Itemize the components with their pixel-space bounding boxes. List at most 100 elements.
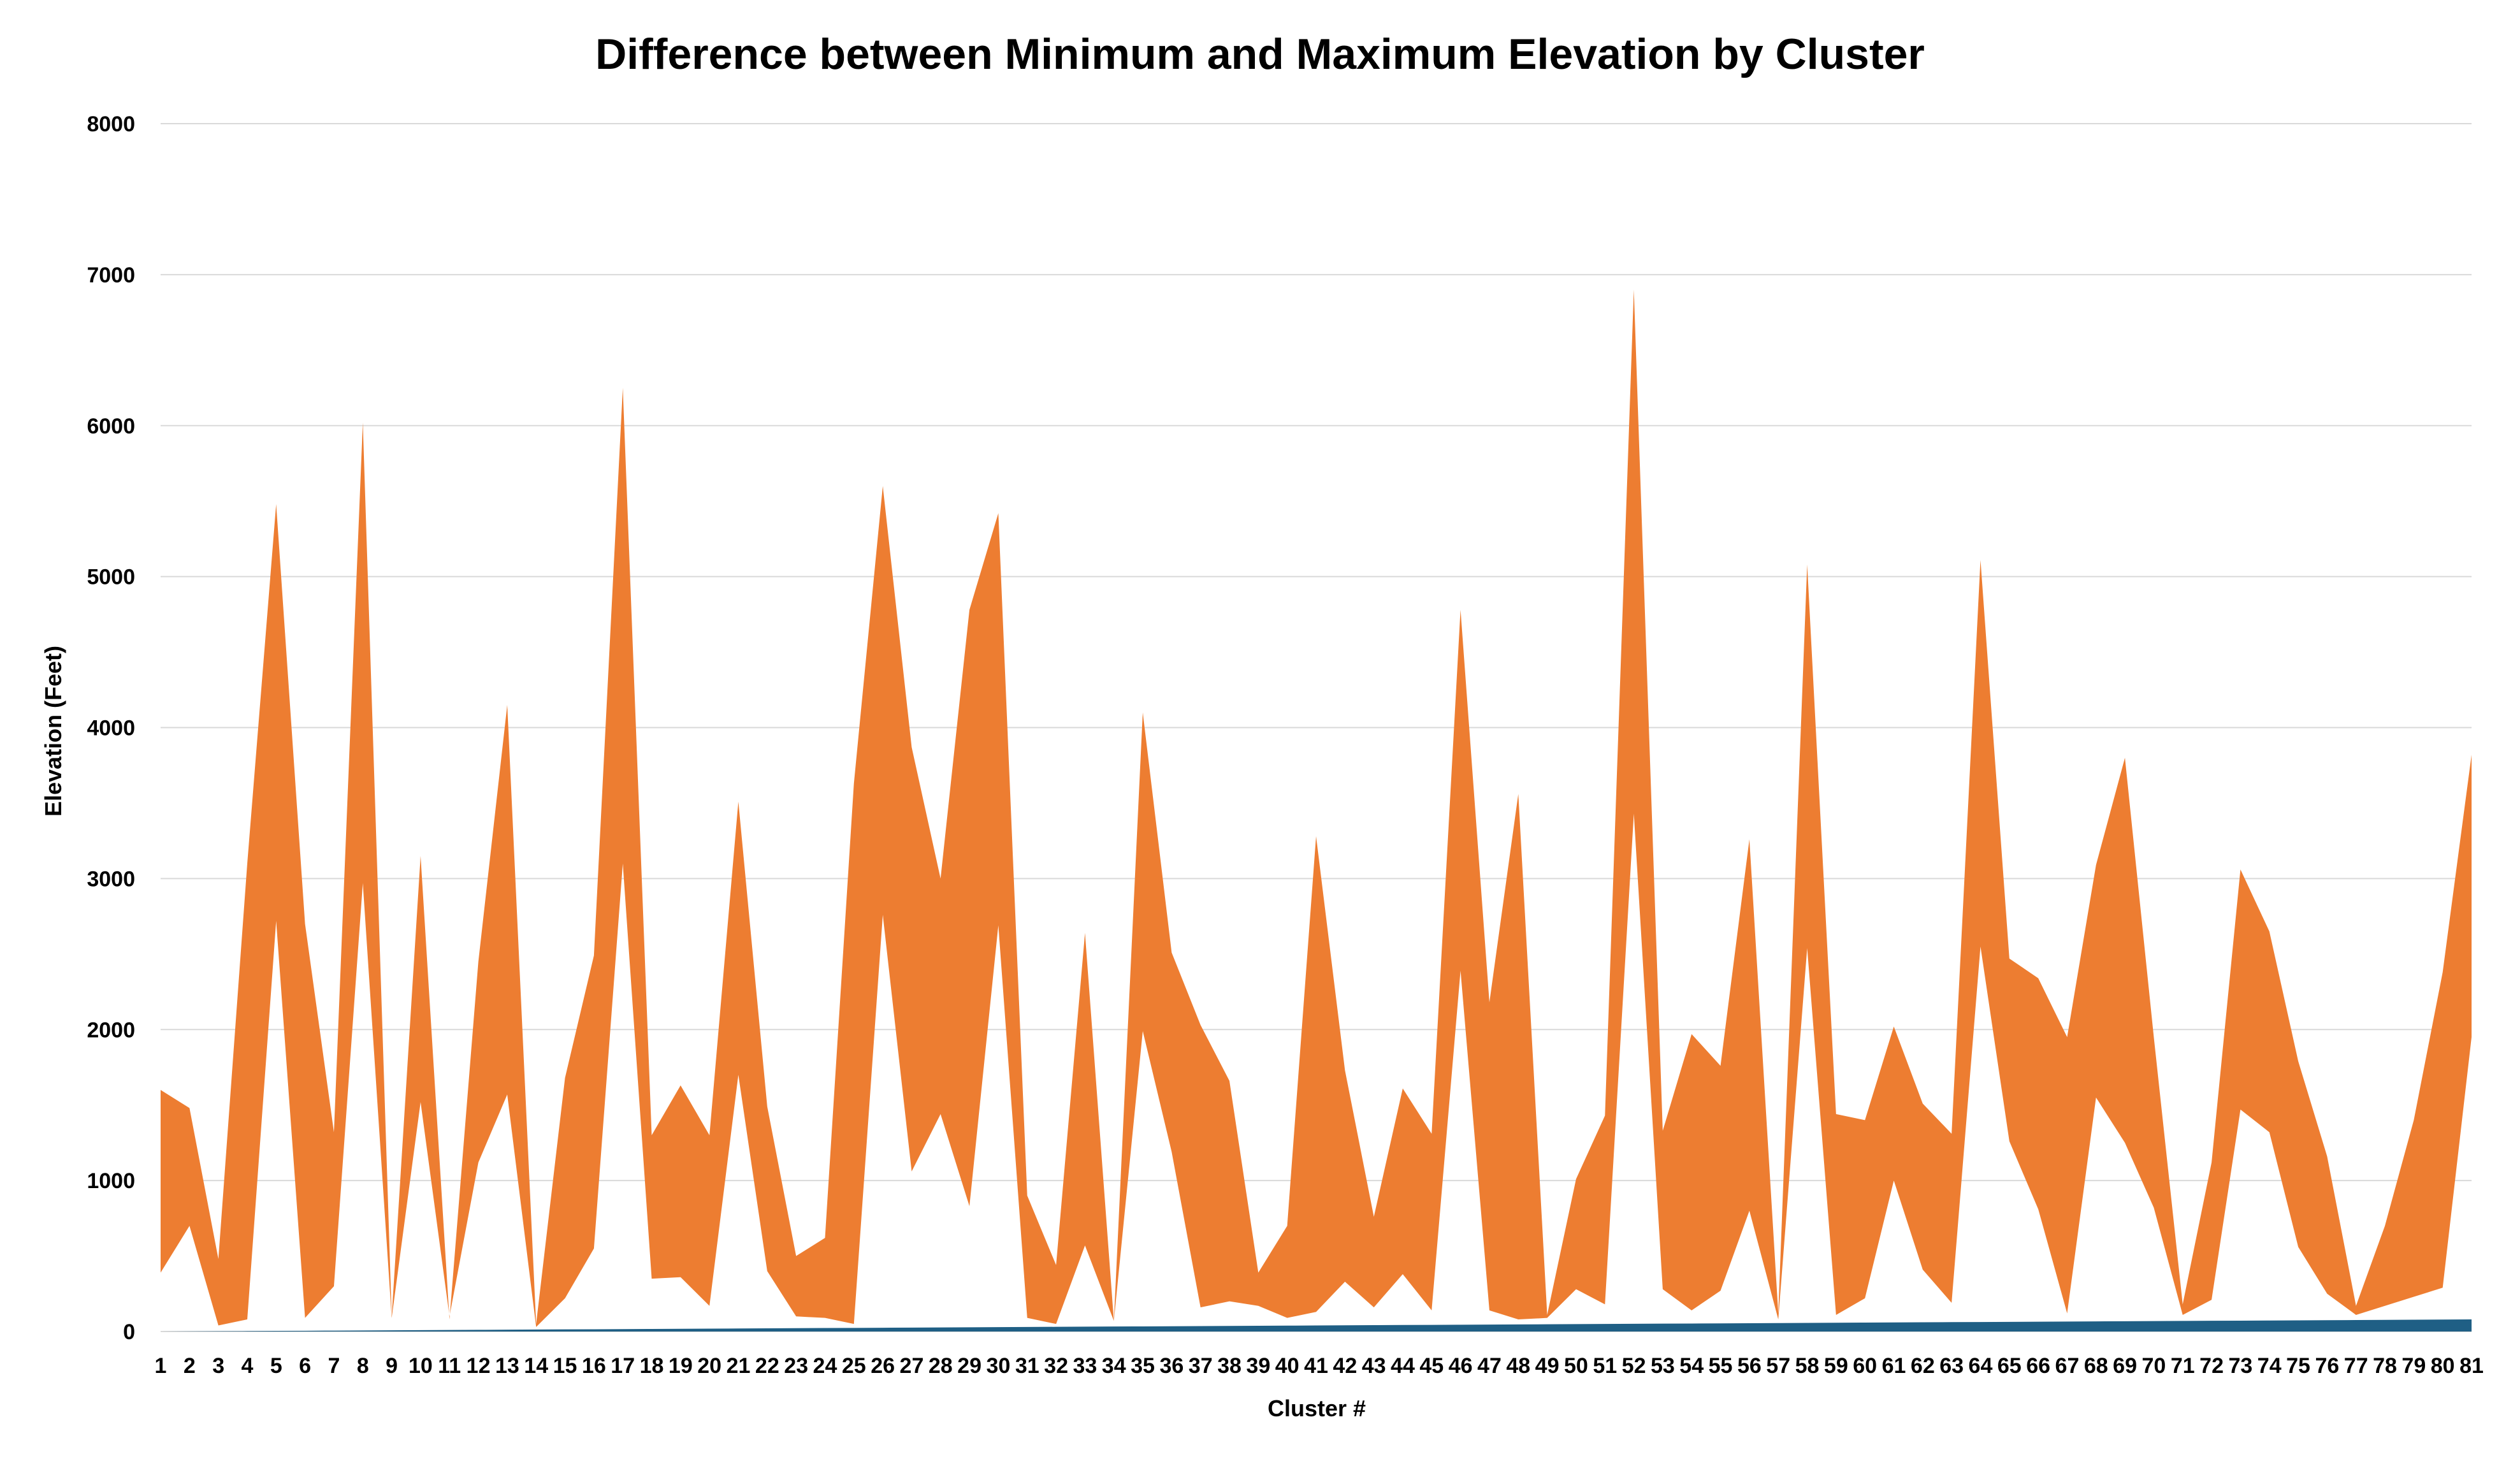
x-tick-label: 8 <box>357 1354 369 1378</box>
y-axis-title: Elevation (Feet) <box>40 646 66 816</box>
x-tick-label: 29 <box>957 1354 981 1378</box>
x-tick-label: 22 <box>755 1354 779 1378</box>
x-tick-label: 73 <box>2228 1354 2252 1378</box>
x-tick-label: 2 <box>184 1354 196 1378</box>
x-tick-label: 7 <box>328 1354 340 1378</box>
x-tick-label: 74 <box>2257 1354 2282 1378</box>
x-tick-label: 41 <box>1304 1354 1328 1378</box>
x-tick-label: 18 <box>640 1354 664 1378</box>
x-tick-label: 34 <box>1102 1354 1126 1378</box>
x-tick-label: 1 <box>155 1354 167 1378</box>
y-tick-label: 4000 <box>87 716 135 741</box>
x-tick-label: 55 <box>1709 1354 1733 1378</box>
x-tick-label: 30 <box>987 1354 1011 1378</box>
x-tick-label: 70 <box>2142 1354 2166 1378</box>
chart-title: Difference between Minimum and Maximum E… <box>595 30 1925 78</box>
y-tick-label: 7000 <box>87 263 135 287</box>
x-tick-label: 14 <box>524 1354 548 1378</box>
x-tick-label: 21 <box>727 1354 751 1378</box>
x-tick-label: 58 <box>1795 1354 1820 1378</box>
x-tick-label: 81 <box>2459 1354 2484 1378</box>
x-tick-label: 75 <box>2286 1354 2310 1378</box>
x-tick-label: 71 <box>2171 1354 2195 1378</box>
x-tick-label: 33 <box>1073 1354 1097 1378</box>
x-tick-label: 54 <box>1679 1354 1704 1378</box>
x-tick-label: 13 <box>495 1354 519 1378</box>
x-tick-label: 48 <box>1506 1354 1530 1378</box>
y-tick-label: 0 <box>123 1320 135 1344</box>
y-tick-label: 6000 <box>87 414 135 439</box>
x-tick-label: 65 <box>1997 1354 2022 1378</box>
x-tick-label: 45 <box>1419 1354 1444 1378</box>
x-tick-label: 40 <box>1275 1354 1300 1378</box>
x-tick-label: 12 <box>467 1354 491 1378</box>
x-tick-label: 46 <box>1449 1354 1473 1378</box>
x-tick-label: 16 <box>582 1354 606 1378</box>
x-tick-label: 64 <box>1969 1354 1993 1378</box>
x-tick-label: 63 <box>1939 1354 1964 1378</box>
x-tick-label: 23 <box>784 1354 808 1378</box>
base-area <box>161 1319 2472 1332</box>
x-tick-label: 36 <box>1159 1354 1184 1378</box>
x-tick-label: 66 <box>2026 1354 2050 1378</box>
x-tick-label: 27 <box>900 1354 924 1378</box>
x-tick-label: 44 <box>1391 1354 1415 1378</box>
x-tick-label: 6 <box>299 1354 311 1378</box>
y-tick-label: 2000 <box>87 1018 135 1042</box>
x-tick-label: 67 <box>2055 1354 2080 1378</box>
x-tick-label: 32 <box>1044 1354 1068 1378</box>
x-tick-label: 5 <box>270 1354 282 1378</box>
x-tick-label: 9 <box>386 1354 398 1378</box>
gridlines <box>161 123 2472 1332</box>
y-tick-label: 3000 <box>87 867 135 891</box>
x-tick-label: 20 <box>697 1354 721 1378</box>
x-tick-label: 24 <box>813 1354 837 1378</box>
x-tick-label: 56 <box>1737 1354 1762 1378</box>
x-tick-label: 72 <box>2199 1354 2224 1378</box>
x-tick-label: 76 <box>2315 1354 2339 1378</box>
x-tick-label: 50 <box>1564 1354 1588 1378</box>
x-tick-label: 39 <box>1246 1354 1270 1378</box>
x-tick-label: 61 <box>1882 1354 1906 1378</box>
x-tick-label: 60 <box>1853 1354 1877 1378</box>
x-tick-label: 43 <box>1362 1354 1386 1378</box>
elevation-range-band <box>161 289 2472 1327</box>
x-tick-label: 31 <box>1015 1354 1039 1378</box>
area-series <box>161 289 2472 1332</box>
y-tick-label: 8000 <box>87 112 135 136</box>
x-tick-label: 25 <box>842 1354 866 1378</box>
x-tick-label: 35 <box>1131 1354 1155 1378</box>
x-tick-label: 17 <box>611 1354 635 1378</box>
y-axis: 0 1000 2000 3000 4000 5000 6000 7000 8000 <box>87 112 135 1344</box>
x-tick-label: 69 <box>2113 1354 2137 1378</box>
x-tick-label: 38 <box>1217 1354 1242 1378</box>
x-tick-label: 47 <box>1477 1354 1502 1378</box>
x-tick-label: 53 <box>1651 1354 1675 1378</box>
x-tick-label: 68 <box>2084 1354 2108 1378</box>
x-tick-label: 42 <box>1333 1354 1357 1378</box>
x-tick-label: 52 <box>1622 1354 1646 1378</box>
x-tick-label: 78 <box>2373 1354 2397 1378</box>
x-tick-label: 28 <box>929 1354 953 1378</box>
x-tick-label: 3 <box>212 1354 224 1378</box>
x-tick-label: 26 <box>871 1354 895 1378</box>
x-tick-label: 4 <box>242 1354 254 1378</box>
x-tick-label: 37 <box>1189 1354 1213 1378</box>
x-tick-label: 49 <box>1535 1354 1560 1378</box>
y-tick-label: 5000 <box>87 565 135 590</box>
x-tick-label: 62 <box>1911 1354 1935 1378</box>
x-tick-label: 57 <box>1766 1354 1790 1378</box>
x-tick-label: 15 <box>553 1354 577 1378</box>
x-tick-label: 59 <box>1824 1354 1848 1378</box>
x-axis-title: Cluster # <box>1268 1395 1366 1421</box>
x-tick-label: 77 <box>2344 1354 2368 1378</box>
y-tick-label: 1000 <box>87 1169 135 1193</box>
x-tick-label: 10 <box>409 1354 433 1378</box>
x-axis: 1 2 3 4 5 6 7 8 9 10 11 12 13 14 15 16 17 18 19 20 21 22 23 24 2… <box>155 1354 2484 1378</box>
x-tick-label: 11 <box>438 1354 461 1378</box>
x-tick-label: 80 <box>2431 1354 2455 1378</box>
x-tick-label: 19 <box>669 1354 693 1378</box>
x-tick-label: 51 <box>1593 1354 1617 1378</box>
